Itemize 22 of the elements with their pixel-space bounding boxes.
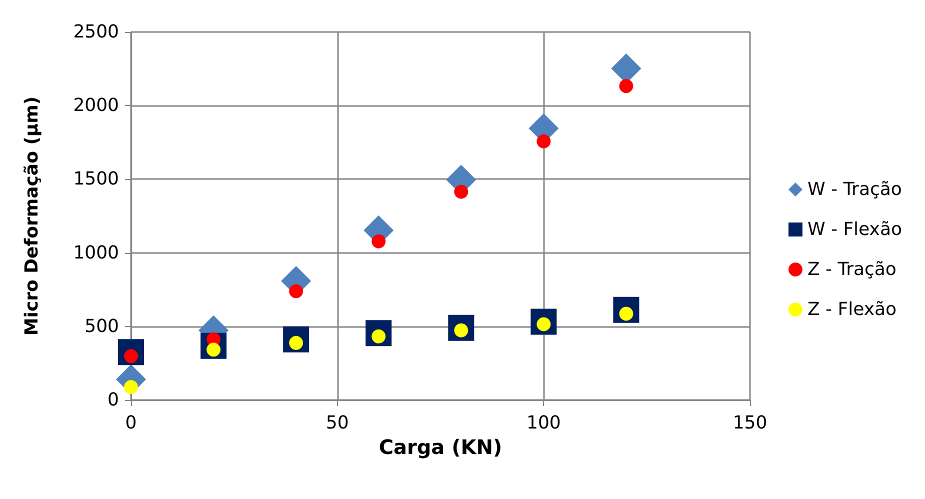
x-tick-label: 50 [326,412,349,434]
y-axis-title: Micro Deformação (µm) [22,96,42,336]
y-tick-label: 2000 [73,95,119,116]
point [372,234,386,248]
x-tick-label: 150 [732,412,768,434]
y-tick-label: 1000 [73,242,119,264]
point [124,380,138,394]
legend-label: Z - Tração [807,259,896,280]
legend-label: Z - Flexão [807,299,897,320]
legend-label: W - Tração [807,179,902,200]
point [536,134,551,148]
point [619,79,634,94]
point [454,184,468,199]
x-tick-label: 0 [125,412,137,434]
x-axis-title: Carga (KN) [378,434,502,459]
point [289,284,304,298]
y-tick-label: 0 [108,390,119,410]
legend-label: W - Flexão [807,219,902,240]
y-tick-label: 500 [84,316,119,337]
x-tick-label: 100 [526,412,561,434]
y-tick-label: 1500 [73,168,119,190]
y-tick-label: 2500 [73,22,119,42]
